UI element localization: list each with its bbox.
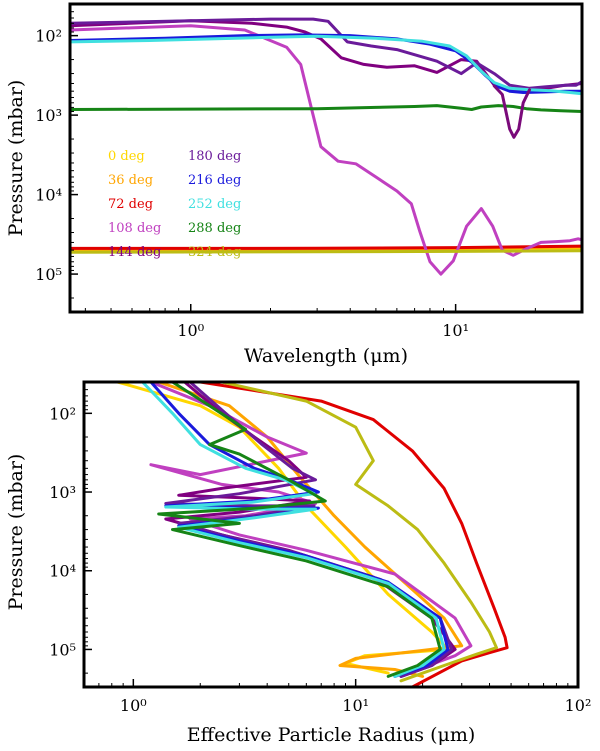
bottom-xtick-label-1: 10¹ <box>342 696 369 715</box>
bottom-series-line-7 <box>141 382 446 678</box>
top-chart-ylabel: Pressure (mbar) <box>5 80 27 237</box>
top-chart-series <box>70 17 582 276</box>
top-series-line-8 <box>70 104 582 113</box>
legend-entry-4: 144 deg <box>108 245 161 260</box>
legend-entry-2: 72 deg <box>108 197 153 212</box>
bottom-series-line-6 <box>149 382 450 678</box>
legend-entry-3: 108 deg <box>108 221 161 236</box>
bottom-series-line-8 <box>157 382 442 678</box>
top-series-line-3 <box>70 24 582 276</box>
legend-entry-1: 36 deg <box>108 173 153 188</box>
top-series-line-9 <box>70 249 582 254</box>
bottom-series-line-9 <box>220 382 498 683</box>
top-chart: 10⁰ 10¹ 10² 10³ 10⁴ 10⁵ 0 deg 36 deg 72 deg 108 … <box>5 2 584 367</box>
bottom-chart-frame <box>82 380 580 689</box>
top-series-line-7 <box>70 34 582 96</box>
top-series-line-4 <box>70 19 582 92</box>
bottom-xtick-label-0: 10⁰ <box>120 696 147 715</box>
top-ytick-label-2: 10⁴ <box>35 186 62 205</box>
top-series-line-6 <box>70 33 582 94</box>
bottom-series-line-2 <box>198 382 509 687</box>
top-chart-xlabel: Wavelength (μm) <box>244 345 408 367</box>
bottom-xtick-label-2: 10² <box>565 696 592 715</box>
bottom-ytick-label-1: 10³ <box>49 483 76 502</box>
top-ytick-label-0: 10² <box>35 27 62 46</box>
legend-entry-9: 324 deg <box>188 245 241 260</box>
bottom-chart-xlabel: Effective Particle Radius (μm) <box>187 724 476 746</box>
top-series-line-2 <box>70 244 582 250</box>
top-series-line-5 <box>70 17 582 90</box>
top-xtick-label-1: 10¹ <box>442 321 469 340</box>
legend-entry-8: 288 deg <box>188 221 241 236</box>
top-ytick-label-3: 10⁵ <box>35 265 62 284</box>
legend-entry-5: 180 deg <box>188 149 241 164</box>
top-series-line-10 <box>492 84 531 139</box>
bottom-series-line-4 <box>164 382 457 678</box>
top-ytick-label-1: 10³ <box>35 106 62 125</box>
bottom-chart-series <box>116 382 509 687</box>
legend-entry-7: 252 deg <box>188 197 241 212</box>
bottom-series-line-5 <box>164 382 454 678</box>
bottom-chart: 10⁰ 10¹ 10² 10² 10³ 10⁴ 10⁵ Effective Particle… <box>5 380 592 746</box>
bottom-ytick-label-0: 10² <box>49 404 76 423</box>
bottom-series-line-0 <box>116 382 450 675</box>
top-xtick-label-0: 10⁰ <box>177 321 204 340</box>
bottom-ytick-label-2: 10⁴ <box>49 562 76 581</box>
bottom-ytick-label-3: 10⁵ <box>49 640 76 659</box>
legend-entry-0: 0 deg <box>108 149 145 164</box>
top-chart-frame <box>68 2 584 314</box>
legend-entry-6: 216 deg <box>188 173 241 188</box>
bottom-chart-ylabel: Pressure (mbar) <box>5 454 27 611</box>
